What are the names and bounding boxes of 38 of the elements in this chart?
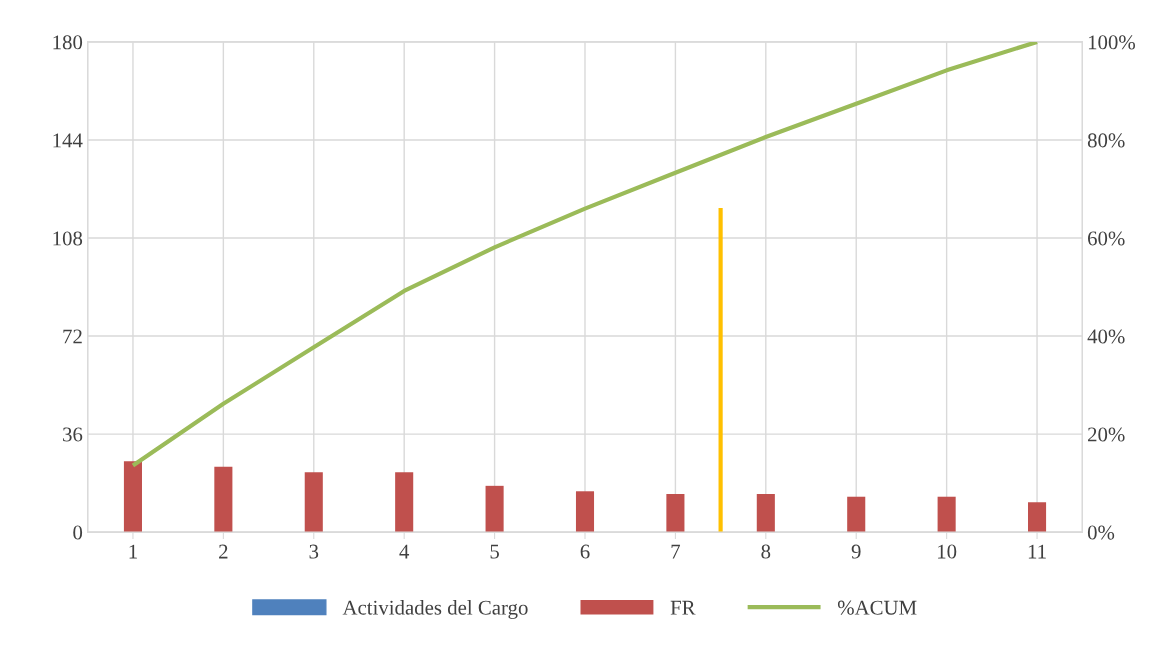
x-tick-label: 7 <box>671 544 681 559</box>
x-tick-label: 10 <box>938 544 957 559</box>
legend-label: %ACUM <box>837 600 917 615</box>
bar <box>756 494 775 533</box>
bar <box>666 494 685 533</box>
bar <box>937 496 956 533</box>
x-tick-label: 5 <box>490 544 499 559</box>
bar <box>304 472 323 533</box>
y-tick-label: 72 <box>63 329 82 344</box>
y2-tick-label: 0% <box>1087 525 1115 540</box>
bar <box>395 472 414 533</box>
y2-tick-label: 80% <box>1087 133 1125 148</box>
x-tick-label: 1 <box>129 544 137 559</box>
y2-tick-label: 60% <box>1088 231 1125 246</box>
bar <box>214 466 233 533</box>
bar <box>1028 502 1047 533</box>
line-series <box>130 41 1040 468</box>
x-tick-label: 6 <box>580 544 590 559</box>
y-tick-label: 144 <box>53 133 83 148</box>
x-tick-label: 3 <box>309 544 319 559</box>
y-tick-label: 180 <box>53 35 83 50</box>
y2-tick-label: 100% <box>1088 35 1135 50</box>
y2-tick-label: 40% <box>1087 329 1125 344</box>
bar <box>575 491 595 533</box>
y-tick-label: 0 <box>73 525 83 540</box>
x-tick-label: 9 <box>851 544 861 559</box>
x-tick-label: 8 <box>761 544 771 559</box>
y-tick-label: 108 <box>53 231 83 246</box>
y-tick-label: 36 <box>63 427 83 442</box>
bar <box>123 461 142 533</box>
bar <box>485 485 504 533</box>
x-tick-label: 11 <box>1028 544 1046 559</box>
bar <box>847 496 866 533</box>
x-tick-label: 2 <box>219 544 228 559</box>
y2-tick-label: 20% <box>1088 427 1125 442</box>
x-tick-label: 4 <box>399 544 410 559</box>
legend-label: Actividades del Cargo <box>342 600 528 619</box>
legend-label: FR <box>670 600 696 615</box>
